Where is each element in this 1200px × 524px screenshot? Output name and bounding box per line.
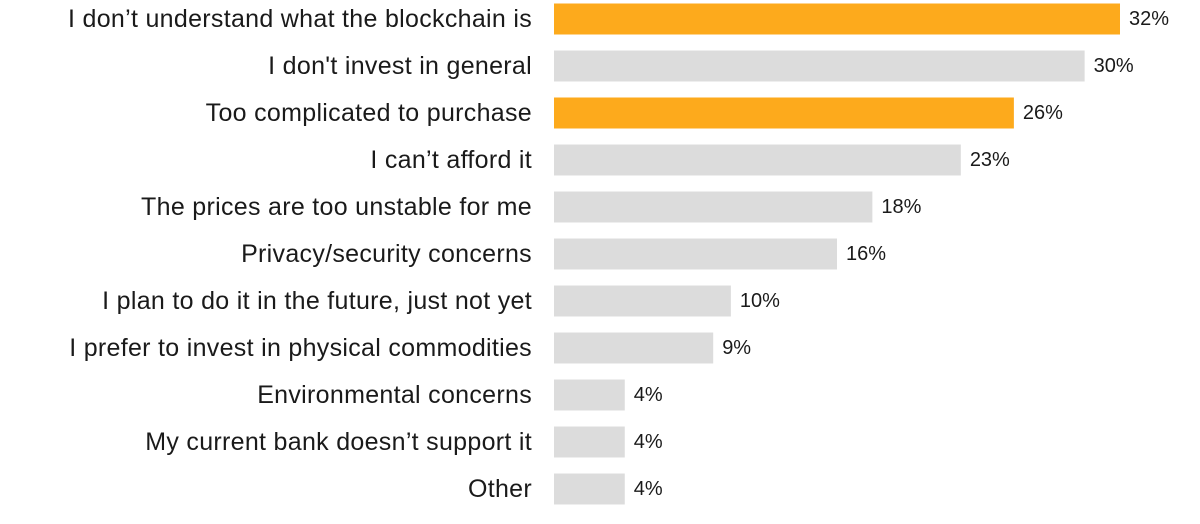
bar: [554, 144, 961, 176]
category-label: I plan to do it in the future, just not …: [102, 287, 532, 315]
value-label: 23%: [970, 149, 1010, 171]
value-label: 10%: [740, 290, 780, 312]
category-labels: I don’t understand what the blockchain i…: [68, 5, 532, 503]
value-label: 30%: [1094, 55, 1134, 77]
category-label: I prefer to invest in physical commoditi…: [69, 334, 532, 362]
value-label: 32%: [1129, 8, 1169, 30]
value-label: 4%: [634, 478, 663, 500]
bar: [554, 238, 837, 270]
category-label: Other: [468, 475, 532, 503]
category-label: My current bank doesn’t support it: [145, 428, 532, 456]
value-label: 9%: [722, 337, 751, 359]
value-labels: 32% 30% 26% 23% 18% 16% 10% 9% 4% 4% 4%: [634, 8, 1169, 500]
category-label: Environmental concerns: [257, 381, 532, 409]
value-label: 4%: [634, 384, 663, 406]
category-label: Too complicated to purchase: [206, 99, 532, 127]
category-label: I don’t understand what the blockchain i…: [68, 5, 532, 33]
category-label: I don't invest in general: [268, 52, 532, 80]
value-label: 16%: [846, 243, 886, 265]
category-label: The prices are too unstable for me: [141, 193, 532, 221]
bar: [554, 332, 714, 364]
bar: [554, 473, 625, 505]
category-label: I can’t afford it: [370, 146, 532, 174]
highlighted-bar: [554, 97, 1014, 129]
bars: [554, 3, 1120, 505]
bar: [554, 285, 731, 317]
category-label: Privacy/security concerns: [241, 240, 532, 268]
bar: [554, 426, 625, 458]
value-label: 18%: [881, 196, 921, 218]
bar: [554, 191, 873, 223]
highlighted-bar: [554, 3, 1120, 35]
bar: [554, 379, 625, 411]
value-label: 4%: [634, 431, 663, 453]
value-label: 26%: [1023, 102, 1063, 124]
bar: [554, 50, 1085, 82]
